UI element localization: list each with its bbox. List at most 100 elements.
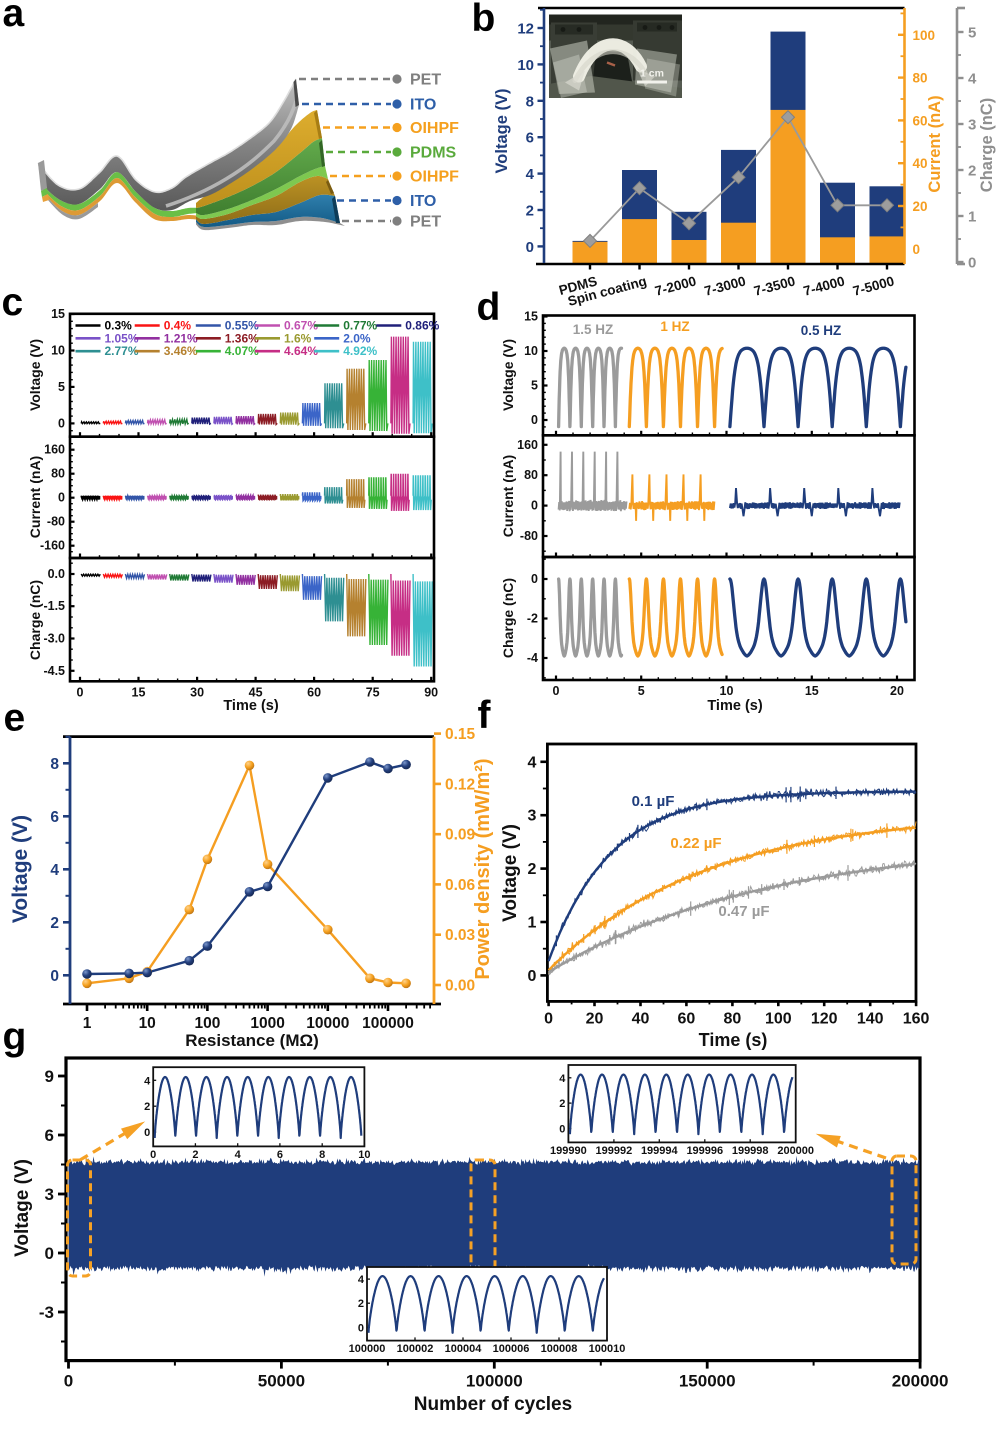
svg-text:60: 60 bbox=[913, 113, 928, 128]
svg-text:6: 6 bbox=[45, 1126, 54, 1145]
svg-text:3: 3 bbox=[527, 808, 536, 825]
svg-text:Power density (mW/m²): Power density (mW/m²) bbox=[472, 758, 494, 979]
svg-text:160: 160 bbox=[903, 1010, 930, 1027]
svg-text:1000: 1000 bbox=[250, 1015, 284, 1032]
svg-text:0.5 HZ: 0.5 HZ bbox=[801, 323, 842, 338]
svg-text:0: 0 bbox=[58, 491, 65, 505]
svg-text:20: 20 bbox=[586, 1010, 604, 1027]
svg-text:0.03: 0.03 bbox=[445, 927, 476, 944]
svg-text:0.22 µF: 0.22 µF bbox=[670, 835, 721, 852]
svg-text:10: 10 bbox=[139, 1015, 156, 1032]
svg-text:2: 2 bbox=[192, 1149, 198, 1161]
svg-text:PDMS: PDMS bbox=[410, 145, 457, 162]
svg-text:4.07%: 4.07% bbox=[225, 344, 259, 358]
svg-text:2: 2 bbox=[559, 1098, 565, 1110]
svg-text:4: 4 bbox=[50, 862, 59, 879]
svg-text:0.0: 0.0 bbox=[48, 567, 65, 581]
svg-text:140: 140 bbox=[857, 1010, 884, 1027]
svg-text:PET: PET bbox=[410, 214, 441, 231]
svg-text:8: 8 bbox=[50, 756, 59, 773]
svg-text:0.1 µF: 0.1 µF bbox=[632, 793, 675, 810]
svg-text:0: 0 bbox=[526, 239, 534, 256]
svg-text:-3.0: -3.0 bbox=[43, 632, 65, 646]
svg-text:10: 10 bbox=[720, 684, 734, 698]
svg-text:120: 120 bbox=[811, 1010, 838, 1027]
svg-text:7-3000: 7-3000 bbox=[703, 273, 747, 298]
svg-text:10000: 10000 bbox=[306, 1015, 349, 1032]
svg-text:Current (nA): Current (nA) bbox=[500, 455, 516, 537]
svg-text:4: 4 bbox=[968, 71, 977, 88]
svg-text:Voltage (V): Voltage (V) bbox=[9, 815, 32, 923]
svg-text:-3: -3 bbox=[39, 1303, 54, 1322]
svg-text:100000: 100000 bbox=[362, 1015, 414, 1032]
svg-text:30: 30 bbox=[190, 685, 204, 699]
svg-text:0: 0 bbox=[150, 1149, 156, 1161]
svg-text:100: 100 bbox=[765, 1010, 792, 1027]
svg-text:2: 2 bbox=[527, 861, 536, 878]
svg-text:Voltage (V): Voltage (V) bbox=[500, 824, 521, 922]
svg-text:Number of cycles: Number of cycles bbox=[414, 1394, 572, 1415]
svg-text:6: 6 bbox=[277, 1149, 283, 1161]
svg-text:100008: 100008 bbox=[541, 1343, 578, 1355]
svg-text:1 cm: 1 cm bbox=[640, 68, 664, 80]
svg-text:15: 15 bbox=[51, 307, 65, 321]
svg-text:1.5 HZ: 1.5 HZ bbox=[573, 322, 614, 337]
svg-text:4: 4 bbox=[358, 1274, 365, 1286]
svg-text:9: 9 bbox=[45, 1067, 54, 1086]
svg-text:0: 0 bbox=[544, 1010, 553, 1027]
svg-text:7-3500: 7-3500 bbox=[752, 273, 796, 298]
svg-text:40: 40 bbox=[632, 1010, 650, 1027]
svg-text:-2: -2 bbox=[527, 612, 538, 626]
svg-text:-80: -80 bbox=[520, 529, 538, 543]
svg-text:Current (nA): Current (nA) bbox=[27, 456, 43, 538]
svg-text:0: 0 bbox=[553, 684, 560, 698]
svg-text:0.47 µF: 0.47 µF bbox=[718, 903, 769, 920]
svg-text:80: 80 bbox=[724, 1010, 742, 1027]
svg-text:45: 45 bbox=[249, 685, 263, 699]
svg-text:100000: 100000 bbox=[466, 1372, 523, 1391]
svg-text:4: 4 bbox=[526, 166, 535, 183]
svg-text:1.21%: 1.21% bbox=[164, 331, 198, 345]
svg-text:4: 4 bbox=[144, 1075, 151, 1087]
svg-text:200000: 200000 bbox=[892, 1372, 949, 1391]
svg-text:7-4000: 7-4000 bbox=[802, 273, 846, 298]
svg-text:100: 100 bbox=[913, 28, 936, 43]
svg-text:3: 3 bbox=[45, 1185, 54, 1204]
svg-text:Voltage (V): Voltage (V) bbox=[27, 339, 43, 411]
svg-text:40: 40 bbox=[913, 156, 928, 171]
svg-text:10: 10 bbox=[358, 1149, 370, 1161]
svg-text:-160: -160 bbox=[40, 539, 65, 553]
svg-text:5: 5 bbox=[968, 25, 976, 42]
svg-text:Resistance (MΩ): Resistance (MΩ) bbox=[185, 1031, 319, 1050]
svg-text:2: 2 bbox=[358, 1298, 364, 1310]
svg-text:199992: 199992 bbox=[596, 1145, 633, 1157]
svg-text:0.3%: 0.3% bbox=[105, 319, 133, 333]
svg-text:0: 0 bbox=[358, 1322, 364, 1334]
svg-text:150000: 150000 bbox=[679, 1372, 736, 1391]
svg-text:1: 1 bbox=[83, 1015, 92, 1032]
svg-text:15: 15 bbox=[132, 685, 146, 699]
svg-text:3.46%: 3.46% bbox=[164, 344, 198, 358]
svg-text:0: 0 bbox=[45, 1244, 54, 1263]
svg-text:b: b bbox=[472, 0, 496, 40]
svg-text:Time (s): Time (s) bbox=[707, 698, 763, 714]
svg-text:OIHPF: OIHPF bbox=[410, 169, 459, 186]
svg-text:160: 160 bbox=[517, 438, 538, 452]
svg-text:0: 0 bbox=[64, 1372, 73, 1391]
svg-text:6: 6 bbox=[526, 130, 534, 147]
svg-text:-80: -80 bbox=[47, 515, 65, 529]
svg-text:1.6%: 1.6% bbox=[284, 331, 312, 345]
svg-text:f: f bbox=[478, 694, 492, 737]
svg-text:1: 1 bbox=[968, 209, 976, 226]
svg-text:8: 8 bbox=[526, 93, 534, 110]
svg-text:160: 160 bbox=[44, 443, 65, 457]
svg-text:10: 10 bbox=[51, 344, 65, 358]
svg-text:0: 0 bbox=[559, 1124, 565, 1136]
svg-text:5: 5 bbox=[58, 380, 65, 394]
svg-text:60: 60 bbox=[307, 685, 321, 699]
svg-text:199996: 199996 bbox=[686, 1145, 723, 1157]
svg-text:3: 3 bbox=[968, 117, 976, 134]
svg-text:2: 2 bbox=[144, 1101, 150, 1113]
svg-text:4.64%: 4.64% bbox=[284, 344, 318, 358]
svg-text:1.05%: 1.05% bbox=[105, 331, 139, 345]
